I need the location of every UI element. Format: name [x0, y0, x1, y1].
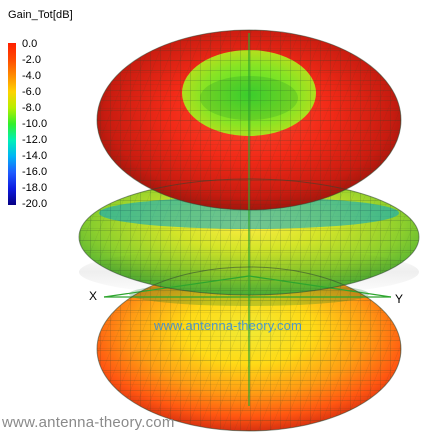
legend-tick-0: 0.0 [22, 38, 38, 50]
legend-tick-9: -18.0 [22, 182, 48, 194]
axes [103, 33, 392, 406]
center-watermark: www.antenna-theory.com [154, 318, 302, 333]
legend-tick-7: -14.0 [22, 150, 48, 162]
surface-outline [78, 29, 420, 432]
legend-tick-1: -2.0 [22, 54, 41, 66]
legend-title: Gain_Tot[dB] [8, 9, 73, 21]
color-scale-bar [8, 43, 16, 205]
legend-tick-6: -12.0 [22, 134, 48, 146]
legend-tick-4: -8.0 [22, 102, 41, 114]
y-axis-label: Y [395, 292, 404, 306]
legend-tick-10: -20.0 [22, 198, 48, 210]
legend-tick-5: -10.0 [22, 118, 48, 130]
legend-tick-8: -16.0 [22, 166, 48, 178]
legend-tick-3: -6.0 [22, 86, 41, 98]
legend-tick-2: -4.0 [22, 70, 41, 82]
bottom-watermark: www.antenna-theory.com [2, 414, 175, 431]
x-axis-label: X [89, 289, 98, 303]
